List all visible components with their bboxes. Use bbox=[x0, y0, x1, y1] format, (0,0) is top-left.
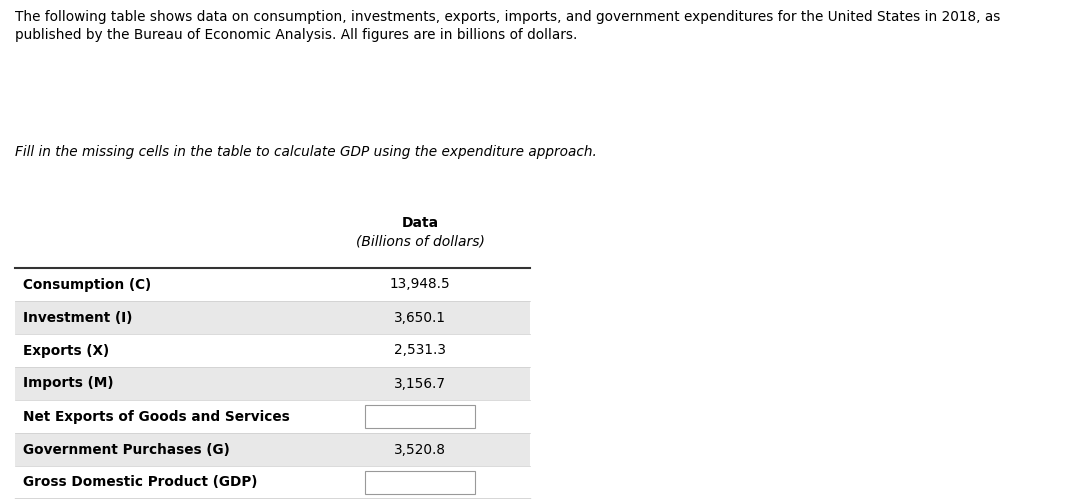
Text: 13,948.5: 13,948.5 bbox=[389, 277, 450, 291]
Bar bbox=[365, 471, 475, 494]
Text: 2,531.3: 2,531.3 bbox=[394, 343, 446, 357]
Text: Data: Data bbox=[402, 216, 438, 230]
Text: 3,156.7: 3,156.7 bbox=[394, 377, 446, 391]
Text: Imports (M): Imports (M) bbox=[24, 377, 113, 391]
Text: 3,520.8: 3,520.8 bbox=[394, 443, 446, 457]
Bar bbox=[365, 405, 475, 428]
Bar bbox=[15, 367, 530, 400]
Text: Gross Domestic Product (GDP): Gross Domestic Product (GDP) bbox=[24, 476, 258, 490]
Text: The following table shows data on consumption, investments, exports, imports, an: The following table shows data on consum… bbox=[15, 10, 1001, 24]
Text: Exports (X): Exports (X) bbox=[24, 343, 109, 357]
Text: (Billions of dollars): (Billions of dollars) bbox=[356, 234, 484, 248]
Text: published by the Bureau of Economic Analysis. All figures are in billions of dol: published by the Bureau of Economic Anal… bbox=[15, 28, 577, 42]
Bar bbox=[15, 301, 530, 334]
Text: Net Exports of Goods and Services: Net Exports of Goods and Services bbox=[24, 410, 290, 424]
Text: 3,650.1: 3,650.1 bbox=[394, 310, 446, 324]
Text: Fill in the missing cells in the table to calculate GDP using the expenditure ap: Fill in the missing cells in the table t… bbox=[15, 145, 597, 159]
Text: Government Purchases (G): Government Purchases (G) bbox=[24, 443, 230, 457]
Text: Investment (I): Investment (I) bbox=[24, 310, 133, 324]
Bar bbox=[15, 433, 530, 466]
Text: Consumption (C): Consumption (C) bbox=[24, 277, 151, 291]
